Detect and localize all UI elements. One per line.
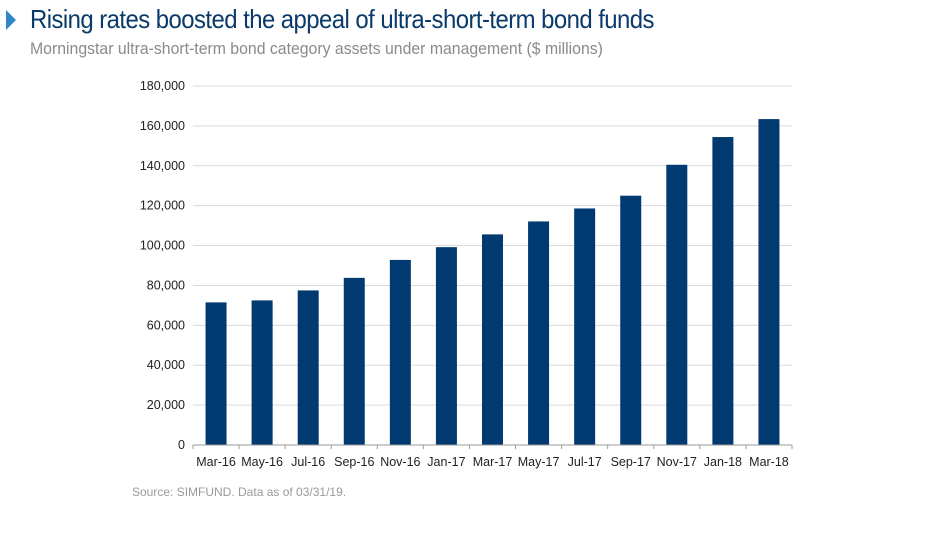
y-tick-label: 140,000 <box>140 159 185 173</box>
y-tick-label: 0 <box>178 438 185 452</box>
y-tick-label: 40,000 <box>147 358 185 372</box>
x-tick-label: Jul-17 <box>568 455 602 469</box>
y-tick-label: 20,000 <box>147 398 185 412</box>
y-tick-label: 160,000 <box>140 119 185 133</box>
x-tick-label: Mar-18 <box>749 455 789 469</box>
x-tick-label: Jan-18 <box>704 455 742 469</box>
bar <box>343 277 365 445</box>
x-tick-label: Nov-17 <box>657 455 697 469</box>
bar <box>389 259 411 445</box>
x-tick-label: May-16 <box>241 455 283 469</box>
chart-title: Rising rates boosted the appeal of ultra… <box>30 4 655 34</box>
bar <box>528 221 550 445</box>
y-axis: 0 20,000 40,000 60,000 80,000 100,000 120,000 1… <box>140 79 185 452</box>
x-tick-label: Mar-16 <box>196 455 236 469</box>
x-tick-label: Nov-16 <box>380 455 420 469</box>
x-tick-label: May-17 <box>518 455 560 469</box>
bars <box>205 119 780 445</box>
chart-subtitle: Morningstar ultra-short-term bond catego… <box>30 39 603 58</box>
bar <box>712 137 734 445</box>
y-tick-label: 100,000 <box>140 239 185 253</box>
y-tick-label: 180,000 <box>140 79 185 93</box>
x-tick-label: Sep-16 <box>334 455 374 469</box>
bar <box>666 164 688 445</box>
y-tick-label: 60,000 <box>147 318 185 332</box>
bar <box>758 119 780 445</box>
bar <box>435 247 457 445</box>
bar <box>205 302 227 445</box>
source-note: Source: SIMFUND. Data as of 03/31/19. <box>132 485 347 499</box>
bar <box>620 195 642 445</box>
x-tick-label: Mar-17 <box>473 455 513 469</box>
x-tick-label: Jan-17 <box>427 455 465 469</box>
y-tick-label: 80,000 <box>147 278 185 292</box>
bar <box>251 300 273 445</box>
x-tick-label: Sep-17 <box>611 455 651 469</box>
x-axis: Mar-16 May-16 Jul-16 Sep-16 Nov-16 Jan-17 Mar-… <box>192 444 793 469</box>
y-tick-label: 120,000 <box>140 199 185 213</box>
bar <box>297 290 319 445</box>
bar <box>482 234 503 445</box>
title-accent-icon <box>6 10 16 30</box>
bar <box>574 208 596 445</box>
x-tick-label: Jul-16 <box>291 455 325 469</box>
